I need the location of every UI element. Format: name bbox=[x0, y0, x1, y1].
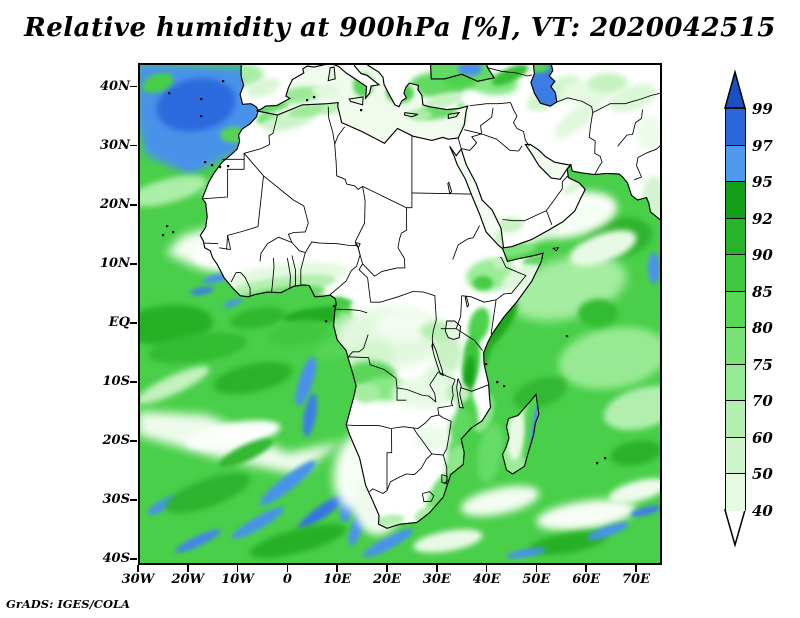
lakes bbox=[355, 181, 470, 409]
lon-tick-label: 50E bbox=[522, 572, 551, 587]
lat-tick bbox=[130, 85, 137, 88]
colorbar-arrows bbox=[724, 69, 746, 548]
lat-tick bbox=[130, 440, 137, 442]
lon-tick-label: 40E bbox=[472, 572, 501, 587]
colorbar-tick-label: 40 bbox=[752, 502, 773, 520]
colorbar-segment bbox=[726, 401, 745, 438]
colorbar-tick-label: 90 bbox=[752, 246, 773, 265]
lon-tick bbox=[485, 565, 488, 572]
map-frame bbox=[138, 63, 662, 565]
lon-tick-label: 0 bbox=[282, 572, 292, 587]
lat-tick-label: 40S bbox=[102, 551, 130, 567]
colorbar-body bbox=[725, 108, 746, 511]
lat-tick-label: 30N bbox=[100, 137, 130, 153]
colorbar-above-max-arrow bbox=[724, 69, 746, 109]
lat-tick bbox=[130, 499, 137, 501]
colorbar-tick-label: 80 bbox=[752, 319, 773, 338]
lat-tick bbox=[130, 322, 137, 324]
islands bbox=[327, 66, 560, 252]
coastlines bbox=[199, 63, 662, 529]
lat-tick bbox=[130, 203, 137, 206]
island-specks bbox=[162, 80, 607, 465]
colorbar-segment bbox=[726, 255, 745, 292]
lon-tick bbox=[436, 565, 438, 572]
colorbar-segment bbox=[726, 291, 745, 329]
lon-tick-label: 20W bbox=[171, 572, 205, 587]
colorbar-segment bbox=[726, 364, 745, 402]
attribution: GrADS: IGES/COLA bbox=[6, 597, 130, 611]
colorbar-segment bbox=[726, 218, 745, 256]
colorbar-segment bbox=[726, 182, 745, 219]
lon-tick-label: 20E bbox=[373, 572, 401, 587]
lon-tick bbox=[635, 565, 637, 572]
lat-tick-label: 20S bbox=[102, 432, 130, 448]
lon-tick bbox=[336, 565, 338, 572]
colorbar-tick-label: 70 bbox=[752, 392, 773, 411]
lat-tick-label: 30S bbox=[102, 491, 130, 507]
country-borders bbox=[202, 67, 662, 503]
lon-tick-label: 30W bbox=[121, 572, 155, 587]
lon-tick bbox=[386, 565, 388, 572]
colorbar-segment bbox=[726, 437, 745, 475]
colorbar-tick-label: 50 bbox=[752, 465, 773, 484]
lon-tick-label: 10W bbox=[221, 572, 254, 587]
colorbar-tick-label: 60 bbox=[752, 428, 773, 447]
lat-tick-label: 20N bbox=[100, 196, 130, 212]
lon-tick bbox=[535, 565, 538, 572]
africa-humidity-map bbox=[138, 63, 662, 565]
lat-tick-label: 10S bbox=[102, 373, 130, 389]
colorbar-tick-label: 85 bbox=[752, 282, 773, 301]
lon-tick-label: 30E bbox=[422, 572, 451, 587]
lat-tick-label: EQ bbox=[108, 314, 130, 330]
lat-tick bbox=[130, 262, 137, 265]
colorbar-tick-label: 95 bbox=[752, 173, 773, 192]
colorbar-segment bbox=[726, 145, 745, 183]
colorbar-tick-label: 75 bbox=[752, 355, 773, 374]
colorbar-tick-label: 97 bbox=[752, 136, 773, 155]
colorbar-tick-label: 99 bbox=[752, 100, 773, 118]
lat-tick bbox=[130, 381, 137, 383]
lon-tick-label: 10E bbox=[323, 572, 352, 587]
lon-tick bbox=[585, 565, 587, 572]
colorbar-below-min-arrow bbox=[724, 509, 746, 548]
lon-tick-label: 60E bbox=[572, 572, 601, 587]
lon-tick bbox=[286, 565, 289, 572]
lon-tick bbox=[236, 565, 239, 572]
lat-tick-label: 40N bbox=[100, 78, 130, 94]
lat-tick bbox=[130, 144, 137, 147]
lon-tick bbox=[137, 565, 139, 572]
lat-tick-label: 10N bbox=[100, 255, 130, 271]
lat-tick bbox=[130, 558, 137, 560]
colorbar-segment bbox=[726, 328, 745, 365]
lon-tick bbox=[187, 565, 189, 572]
lon-tick-label: 70E bbox=[622, 572, 650, 587]
colorbar-segment bbox=[726, 474, 745, 511]
colorbar-tick-label: 92 bbox=[752, 209, 773, 228]
map-svg bbox=[138, 63, 662, 565]
colorbar-segment bbox=[726, 109, 745, 146]
plot-title: Relative humidity at 900hPa [%], VT: 202… bbox=[24, 13, 776, 43]
